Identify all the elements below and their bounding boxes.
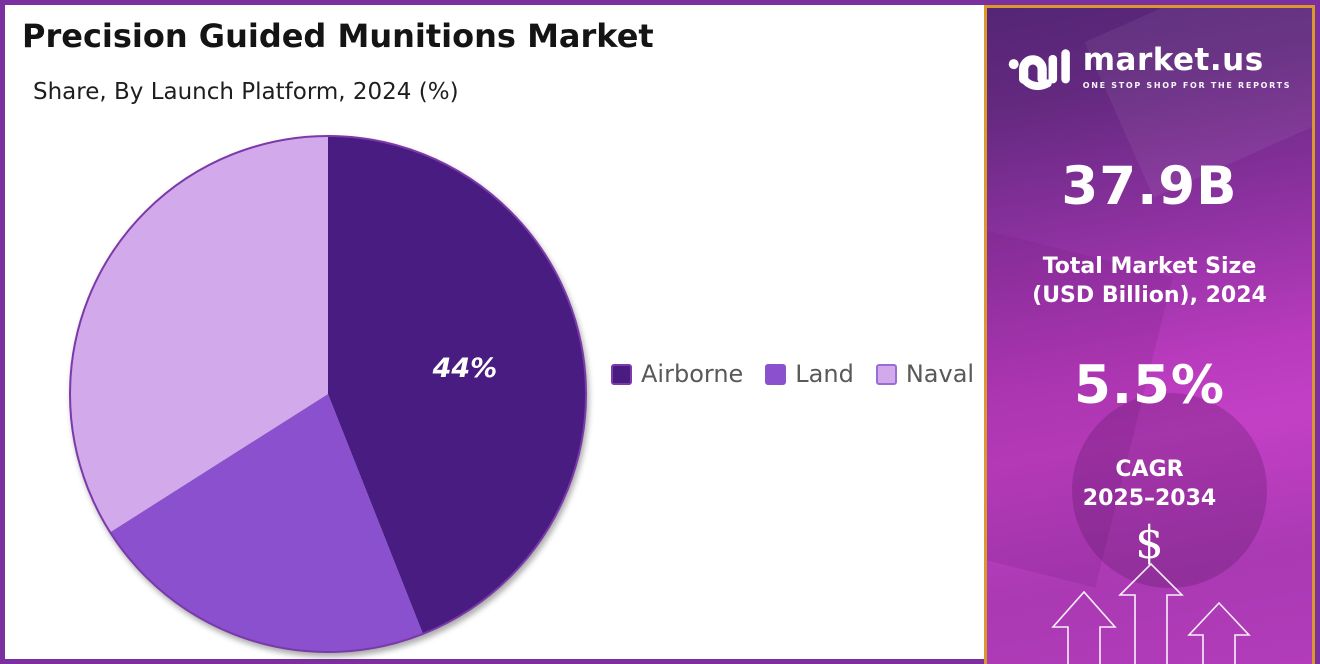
cagr-label-line2: 2025–2034 [1082,486,1217,512]
pie-outline [69,135,587,653]
pie-data-label: 44% [432,353,498,384]
brand-sidebar: market.us ONE STOP SHOP FOR THE REPORTS … [984,5,1315,664]
pie-slice-land [110,394,423,653]
legend-item-naval: Naval [875,360,975,388]
marketus-logo: market.us ONE STOP SHOP FOR THE REPORTS [987,38,1312,96]
page-subtitle: Share, By Launch Platform, 2024 (%) [33,79,459,105]
pie-chart: 44% [58,124,598,664]
legend-label: Naval [905,360,975,388]
marketus-logo-icon [1008,49,1070,90]
legend-swatch-land-icon [765,363,787,385]
market-size-value: 37.9B [1061,156,1238,217]
cagr-label-line1: CAGR [1115,457,1184,482]
cagr-value: 5.5% [1074,355,1225,416]
brand-name: market.us [1082,41,1264,78]
market-size-label-line2: (USD Billion), 2024 [1032,283,1267,309]
legend-swatch-airborne-icon [611,363,632,385]
dollar-icon: $ [1135,516,1164,569]
pie-slice-airborne [328,135,587,634]
legend-swatch-naval-icon [875,363,897,385]
pie-slice-naval [70,136,328,533]
chart-legend: Airborne Land Naval [611,360,974,388]
legend-item-airborne: Airborne [611,360,743,388]
brand-tagline: ONE STOP SHOP FOR THE REPORTS [1082,80,1292,90]
background-decor [1072,393,1267,588]
market-size-label: Total Market Size (USD Billion), 2024 [987,252,1312,310]
pie-chart-svg: 44% [69,135,587,653]
legend-label: Land [795,360,854,388]
brand-text-block: market.us ONE STOP SHOP FOR THE REPORTS [1082,41,1292,90]
page-title: Precision Guided Munitions Market [22,17,654,55]
legend-item-land: Land [765,360,854,388]
legend-label: Airborne [641,360,744,388]
growth-arrows-icon [1051,562,1251,664]
market-size-label-line1: Total Market Size [1042,254,1257,279]
cagr-label: CAGR 2025–2034 [987,455,1312,513]
